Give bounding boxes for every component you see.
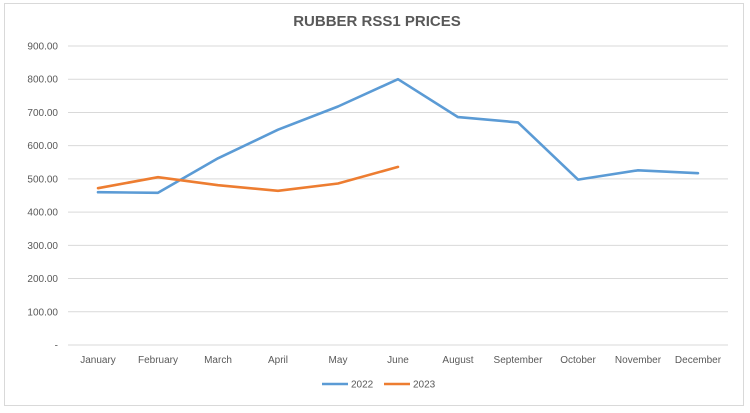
y-tick-label: 300.00 xyxy=(27,241,58,252)
x-tick-label: September xyxy=(494,355,544,366)
y-tick-label: 600.00 xyxy=(27,141,58,152)
x-tick-label: March xyxy=(204,355,232,366)
series-line-2022 xyxy=(96,77,700,195)
y-tick-label: 200.00 xyxy=(27,274,58,285)
y-tick-label: 400.00 xyxy=(27,208,58,219)
y-tick-label: - xyxy=(55,341,58,352)
y-tick-label: 800.00 xyxy=(27,75,58,86)
chart-frame xyxy=(4,3,744,406)
chart-title: RUBBER RSS1 PRICES xyxy=(293,13,461,30)
x-tick-label: August xyxy=(442,355,473,366)
x-tick-label: January xyxy=(80,355,116,366)
x-tick-label: June xyxy=(387,355,409,366)
x-axis-tick-labels: January February March April May June August Se… xyxy=(80,355,722,366)
x-tick-label: November xyxy=(615,355,662,366)
x-tick-label: May xyxy=(329,355,348,366)
y-tick-label: 900.00 xyxy=(27,42,58,53)
y-tick-label: 100.00 xyxy=(27,307,58,318)
y-tick-label: 700.00 xyxy=(27,108,58,119)
x-tick-label: April xyxy=(268,355,288,366)
gridlines xyxy=(68,45,728,346)
legend-label: 2022 xyxy=(351,380,374,391)
y-axis-tick-labels: - 100.00 200.00 300.00 400.00 500.00 600.00 700… xyxy=(27,42,58,352)
series-line-2023 xyxy=(96,165,400,193)
y-tick-label: 500.00 xyxy=(27,174,58,185)
legend: 2022 2023 xyxy=(322,380,436,391)
x-tick-label: February xyxy=(138,355,178,366)
x-tick-label: October xyxy=(560,355,596,366)
x-tick-label: December xyxy=(675,355,722,366)
legend-label: 2023 xyxy=(413,380,436,391)
series-lines xyxy=(96,77,700,195)
